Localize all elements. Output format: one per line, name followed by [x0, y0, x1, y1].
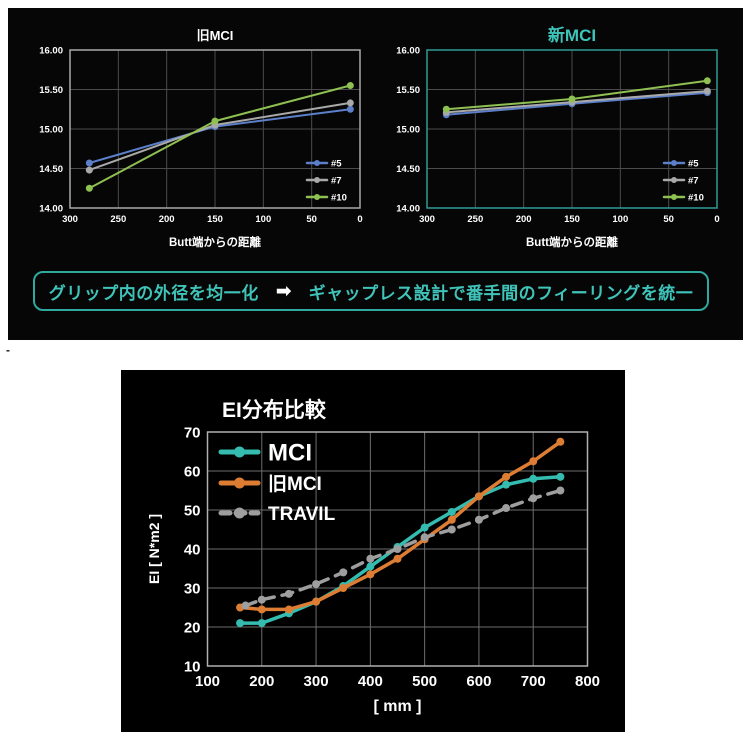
svg-text:#5: #5 — [688, 158, 699, 169]
svg-text:#10: #10 — [688, 192, 704, 203]
new-mci-chart: 300 250 200 150 100 50 0 14.00 14.50 15.00 15.50 16… — [396, 25, 719, 249]
svg-text:#7: #7 — [331, 175, 342, 186]
svg-text:800: 800 — [575, 673, 600, 690]
svg-text:14.00: 14.00 — [396, 203, 420, 214]
svg-text:250: 250 — [467, 214, 483, 225]
svg-text:100: 100 — [612, 214, 628, 225]
svg-text:250: 250 — [110, 214, 126, 225]
svg-text:200: 200 — [516, 214, 532, 225]
svg-text:TRAVIL: TRAVIL — [268, 504, 336, 525]
svg-text:0: 0 — [714, 214, 719, 225]
svg-text:16.00: 16.00 — [396, 45, 420, 56]
svg-text:16.00: 16.00 — [39, 45, 63, 56]
svg-text:600: 600 — [466, 673, 491, 690]
mci-diameter-comparison-panel: 300 250 200 150 100 50 0 14.00 14.50 15.00 15.50 16… — [8, 8, 743, 340]
svg-text:旧MCI: 旧MCI — [268, 473, 322, 495]
banner-left-text: グリップ内の外径を均一化 — [48, 283, 259, 303]
svg-text:MCI: MCI — [268, 440, 312, 467]
svg-text:EI [ N*m2 ]: EI [ N*m2 ] — [146, 514, 162, 584]
svg-text:40: 40 — [184, 541, 201, 558]
svg-text:15.00: 15.00 — [396, 124, 420, 135]
svg-text:100: 100 — [195, 673, 220, 690]
svg-text:0: 0 — [357, 214, 362, 225]
old-mci-chart: 300 250 200 150 100 50 0 14.00 14.50 15.00 15.50 16… — [39, 28, 362, 249]
svg-text:150: 150 — [207, 214, 223, 225]
svg-text:70: 70 — [184, 424, 201, 441]
svg-text:50: 50 — [306, 214, 317, 225]
svg-text:400: 400 — [358, 673, 383, 690]
svg-text:10: 10 — [184, 658, 201, 675]
svg-text:#10: #10 — [331, 192, 347, 203]
svg-text:200: 200 — [159, 214, 175, 225]
svg-text:#7: #7 — [688, 175, 699, 186]
svg-text:#5: #5 — [331, 158, 342, 169]
svg-text:700: 700 — [521, 673, 546, 690]
svg-text:100: 100 — [255, 214, 271, 225]
ei-distribution-panel: 100 200 300 400 500 600 700 800 10 20 30 40 50 60 70 EI… — [121, 370, 625, 732]
svg-text:15.50: 15.50 — [39, 85, 63, 96]
svg-text:200: 200 — [249, 673, 274, 690]
stray-dash-text: - — [6, 343, 10, 357]
summary-banner: グリップ内の外径を均一化 ➡ ギャップレス設計で番手間のフィーリングを統一 — [33, 271, 709, 311]
svg-text:14.50: 14.50 — [39, 164, 63, 175]
svg-text:500: 500 — [412, 673, 437, 690]
svg-text:60: 60 — [184, 463, 201, 480]
svg-text:Butt端からの距離: Butt端からの距離 — [526, 235, 618, 249]
svg-text:EI分布比較: EI分布比較 — [222, 398, 327, 422]
svg-text:300: 300 — [62, 214, 78, 225]
svg-text:15.50: 15.50 — [396, 85, 420, 96]
svg-text:新MCI: 新MCI — [548, 25, 596, 45]
banner-right-text: ギャップレス設計で番手間のフィーリングを統一 — [308, 283, 694, 303]
svg-text:14.00: 14.00 — [39, 203, 63, 214]
svg-text:300: 300 — [419, 214, 435, 225]
svg-text:15.00: 15.00 — [39, 124, 63, 135]
svg-text:14.50: 14.50 — [396, 164, 420, 175]
svg-text:30: 30 — [184, 580, 201, 597]
svg-text:300: 300 — [304, 673, 329, 690]
svg-text:Butt端からの距離: Butt端からの距離 — [169, 235, 261, 249]
svg-text:50: 50 — [663, 214, 674, 225]
svg-text:[ mm ]: [ mm ] — [374, 698, 422, 715]
arrow-right-icon: ➡ — [275, 280, 292, 302]
svg-text:50: 50 — [184, 502, 201, 519]
svg-text:20: 20 — [184, 619, 201, 636]
svg-text:150: 150 — [564, 214, 580, 225]
ei-distribution-chart: 100 200 300 400 500 600 700 800 10 20 30 40 50 60 70 EI… — [146, 398, 600, 715]
svg-text:旧MCI: 旧MCI — [197, 28, 234, 43]
